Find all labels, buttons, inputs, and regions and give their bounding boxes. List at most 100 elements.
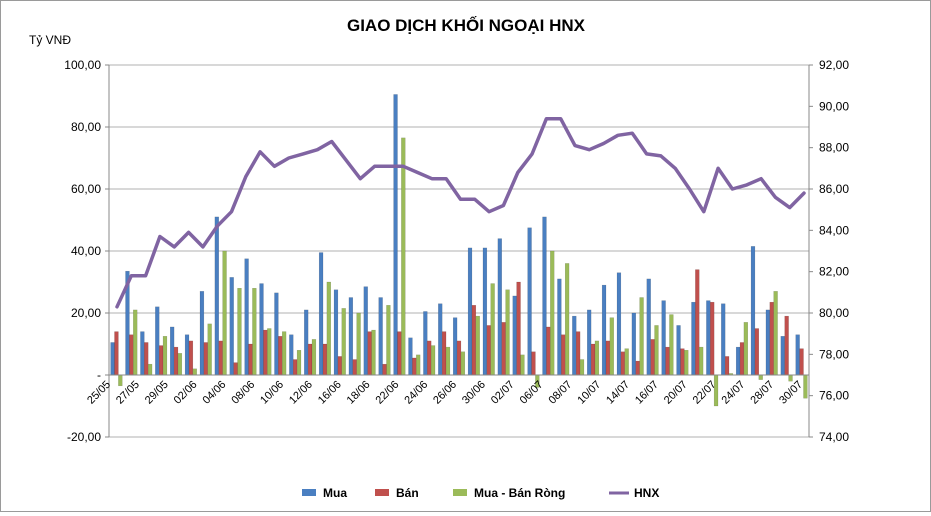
x-tick-label: 04/06	[200, 379, 228, 407]
bar-rong	[445, 346, 451, 376]
bar-rong	[684, 350, 689, 376]
bar-mua	[616, 272, 622, 376]
bar-mua	[765, 309, 771, 376]
bar-ban	[650, 339, 655, 376]
bar-rong	[356, 312, 361, 376]
bar-rong	[579, 359, 585, 376]
bar-mua	[735, 346, 741, 376]
bar-rong	[699, 346, 704, 376]
bar-ban	[456, 340, 462, 376]
x-tick-label: 28/07	[748, 379, 776, 407]
x-tick-label: 26/06	[431, 379, 459, 407]
bar-mua	[497, 238, 502, 376]
bar-rong	[162, 336, 168, 376]
bar-mua	[676, 325, 681, 376]
bar-ban	[397, 331, 402, 376]
bar-ban	[427, 340, 432, 376]
bar-mua	[572, 315, 577, 376]
legend-label: Bán	[396, 486, 419, 500]
bar-ban	[710, 301, 715, 376]
bar-ban	[516, 281, 521, 376]
gridlines	[109, 64, 809, 438]
bar-rong	[192, 368, 197, 376]
bar-rong	[788, 374, 793, 382]
bar-ban	[203, 342, 208, 376]
bar-rong	[460, 351, 466, 376]
bar-ban	[486, 325, 491, 376]
bar-ban	[412, 357, 417, 376]
legend-swatch-rong	[453, 489, 467, 496]
bar-mua	[289, 334, 294, 376]
bar-rong	[147, 363, 153, 376]
y-left-tick-label: -20,00	[67, 430, 101, 444]
bar-rong	[341, 308, 346, 376]
x-tick-label: 27/05	[114, 379, 142, 407]
bar-ban	[173, 346, 179, 376]
bar-mua	[601, 284, 607, 376]
bar-mua	[557, 278, 562, 376]
bar-ban	[278, 336, 283, 376]
x-tick-label: 29/05	[143, 379, 171, 407]
bar-rong	[371, 329, 376, 376]
axes	[105, 64, 813, 438]
y-right-ticks: 74,00 76,00 78,00 80,00 82,00 84,00 86,00 88,00…	[819, 58, 849, 444]
bar-mua	[393, 94, 398, 376]
bar-rong	[609, 317, 614, 376]
x-tick-label: 12/06	[287, 379, 315, 407]
bar-mua	[438, 303, 443, 376]
bar-rong	[311, 339, 317, 376]
bar-rong	[118, 374, 123, 387]
bar-mua	[110, 342, 115, 376]
bar-rong	[267, 328, 272, 376]
bar-mua	[527, 227, 532, 376]
y-left-tick-label: 60,00	[71, 182, 101, 196]
bar-ban	[322, 343, 328, 376]
bar-ban	[620, 351, 625, 376]
bar-ban	[546, 326, 551, 376]
bar-mua	[646, 278, 651, 376]
y-right-tick-label: 90,00	[819, 99, 849, 113]
bar-rong	[416, 354, 421, 376]
x-tick-label: 08/07	[546, 379, 574, 407]
bar-ban	[471, 305, 477, 376]
bar-ban	[680, 348, 685, 376]
legend: Mua Bán Mua - Bán Ròng HNX	[302, 486, 659, 500]
y-right-tick-label: 84,00	[819, 223, 849, 237]
bar-ban	[576, 331, 581, 376]
y-left-tick-label: -	[97, 368, 101, 382]
bar-mua	[780, 336, 785, 376]
bar-mua	[750, 246, 756, 376]
legend-label: Mua	[323, 486, 347, 500]
bar-ban	[158, 345, 164, 376]
y-right-tick-label: 86,00	[819, 182, 849, 196]
bar-ban	[635, 360, 640, 376]
bar-rong	[430, 345, 436, 376]
y-right-tick-label: 92,00	[819, 58, 849, 72]
bar-mua	[214, 216, 219, 376]
legend-label: HNX	[634, 486, 659, 500]
x-tick-label: 16/06	[316, 379, 344, 407]
bar-rong	[207, 323, 212, 376]
bar-rong	[386, 305, 391, 376]
bar-mua	[244, 258, 249, 376]
bar-rong	[401, 137, 406, 376]
bar-ban	[695, 269, 700, 376]
bar-mua	[155, 306, 160, 376]
bar-ban	[218, 340, 223, 376]
bar-ban	[352, 359, 357, 376]
y-right-tick-label: 76,00	[819, 389, 849, 403]
bar-mua	[691, 301, 696, 376]
bar-ban	[501, 322, 506, 376]
bar-ban	[382, 363, 387, 376]
hnx-line-series	[115, 116, 806, 309]
bar-mua	[348, 297, 354, 376]
bar-mua	[631, 312, 636, 376]
bar-mua	[259, 283, 264, 376]
bar-ban	[367, 331, 372, 376]
x-ticks: 25/05 27/05 29/05 02/06 04/06 08/06 10/06 12/06…	[85, 379, 805, 407]
bar-ban	[129, 334, 134, 376]
x-tick-label: 20/07	[662, 379, 690, 407]
y-left-unit-label: Tỷ VNĐ	[29, 33, 71, 47]
